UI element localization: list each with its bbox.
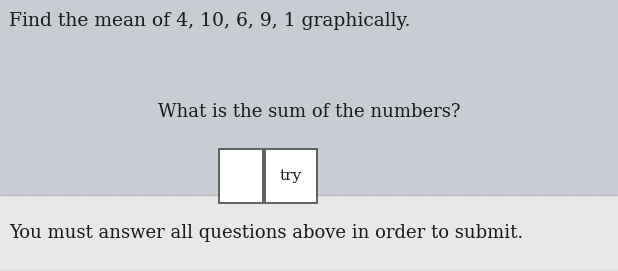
FancyBboxPatch shape xyxy=(265,149,317,203)
FancyBboxPatch shape xyxy=(0,195,618,271)
Text: Find the mean of 4, 10, 6, 9, 1 graphically.: Find the mean of 4, 10, 6, 9, 1 graphica… xyxy=(9,12,411,30)
FancyBboxPatch shape xyxy=(219,149,263,203)
Text: You must answer all questions above in order to submit.: You must answer all questions above in o… xyxy=(9,224,523,242)
Text: What is the sum of the numbers?: What is the sum of the numbers? xyxy=(158,103,460,121)
Text: try: try xyxy=(280,169,302,183)
